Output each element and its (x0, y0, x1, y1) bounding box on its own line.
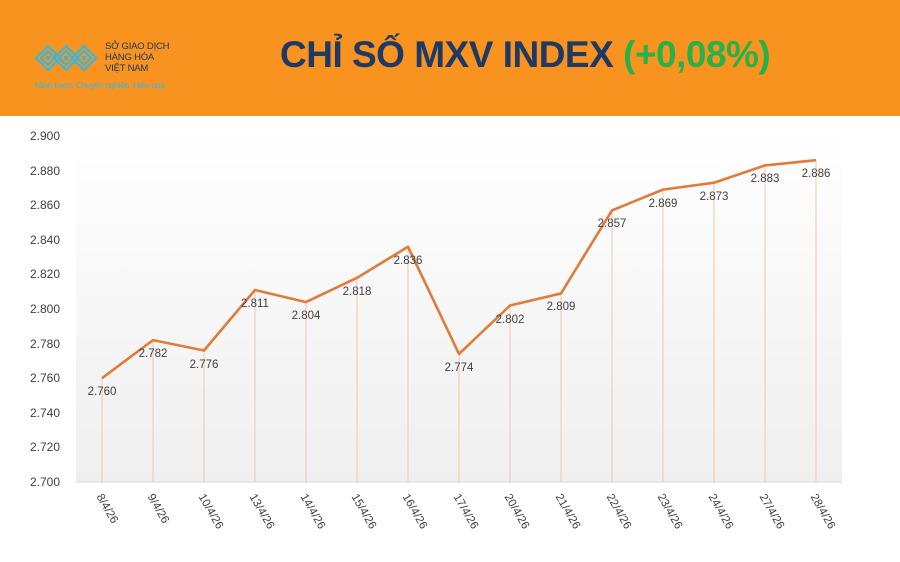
chart-plot (76, 128, 842, 483)
logo-line-1: SỞ GIAO DỊCH (105, 41, 170, 52)
page-title: CHỈ SỐ MXV INDEX (+0,08%) (280, 28, 771, 82)
data-label: 2.869 (648, 197, 678, 210)
y-tick-label: 2.720 (30, 440, 61, 455)
y-tick-label: 2.760 (30, 371, 61, 386)
data-label: 2.782 (138, 348, 168, 361)
data-label: 2.774 (444, 361, 474, 374)
title-change: (+0,08%) (623, 34, 771, 75)
data-label: 2.811 (241, 297, 269, 310)
data-label: 2.802 (495, 313, 525, 326)
y-tick-label: 2.740 (30, 405, 61, 420)
data-label: 2.818 (342, 285, 372, 298)
data-label: 2.836 (393, 254, 423, 267)
data-label: 2.886 (801, 168, 831, 181)
y-tick-label: 2.880 (30, 163, 61, 178)
data-label: 2.760 (87, 386, 117, 399)
y-tick-label: 2.820 (30, 267, 61, 282)
y-tick-label: 2.780 (30, 336, 61, 351)
logo-line-2: HÀNG HÓA (105, 52, 155, 63)
logo-line-3: VIỆT NAM (105, 63, 149, 74)
header-banner: SỞ GIAO DỊCH HÀNG HÓA VIỆT NAM Minh bạch… (0, 0, 900, 116)
data-label: 2.804 (291, 310, 321, 323)
data-label: 2.809 (546, 301, 576, 314)
logo-name: SỞ GIAO DỊCH HÀNG HÓA VIỆT NAM (105, 41, 170, 74)
y-tick-label: 2.840 (30, 232, 61, 247)
drop-lines (101, 160, 817, 482)
data-label: 2.776 (189, 358, 219, 371)
series-line (101, 158, 817, 380)
data-label: 2.873 (699, 190, 729, 203)
y-tick-label: 2.860 (30, 198, 61, 213)
y-tick-label: 2.900 (30, 129, 61, 143)
y-tick-label: 2.800 (30, 302, 61, 316)
logo-slogan: Minh bạch. Chuyên nghiệp. Hiệu quả (35, 80, 165, 90)
data-label: 2.883 (750, 173, 780, 186)
y-tick-label: 2.700 (30, 475, 61, 489)
mxv-logo-icon (34, 44, 98, 72)
data-label: 2.857 (597, 218, 627, 231)
title-main: CHỈ SỐ MXV INDEX (280, 34, 614, 75)
line-chart: 2.700 2.720 2.740 2.760 2.780 2.800 2.820 2.840… (0, 116, 900, 562)
logo: SỞ GIAO DỊCH HÀNG HÓA VIỆT NAM Minh bạch… (34, 38, 174, 94)
